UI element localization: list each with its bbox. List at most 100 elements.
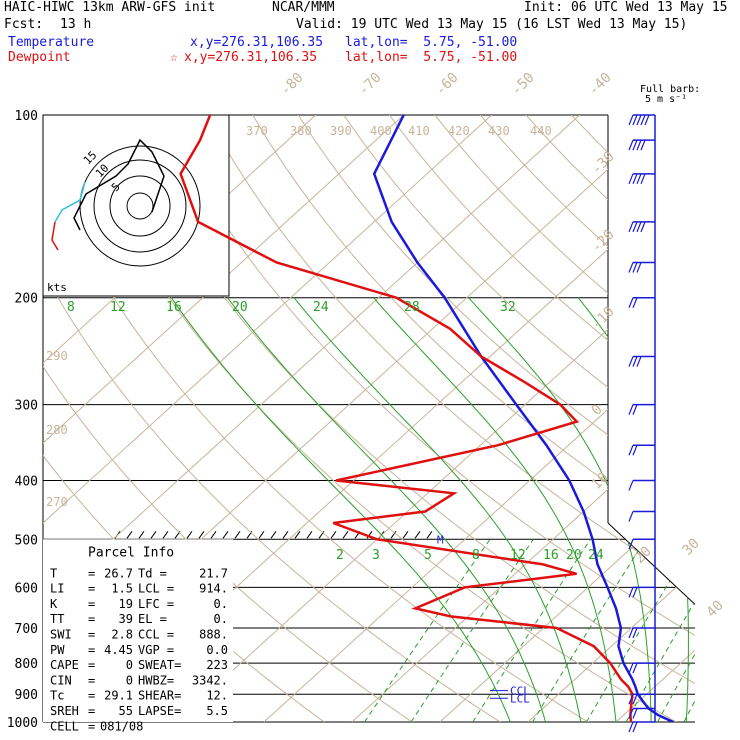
moist-adiabat-line [293, 297, 582, 722]
isotherm-label: 40 [704, 598, 727, 621]
parcel-key-2: LAPSE= [138, 704, 181, 718]
mixing-ratio-label: 2 [336, 548, 344, 563]
dry-adiabat-line [343, 115, 695, 722]
wind-barb-flag [632, 262, 638, 273]
init-time: Init: 06 UTC Wed 13 May 15 [524, 0, 728, 15]
parcel-key: CIN [50, 673, 72, 687]
wind-barb-flag [640, 139, 646, 151]
wind-barb [628, 261, 655, 273]
freezing-hatch [186, 530, 193, 539]
freezing-hatch [390, 530, 397, 539]
freezing-hatch [258, 530, 265, 539]
mixing-ratio-label: 16 [543, 548, 559, 563]
parcel-value: 55 [119, 704, 133, 718]
valid-time: Valid: 19 UTC Wed 13 May 15 (16 LST Wed … [296, 17, 688, 32]
parcel-key: Tc [50, 689, 64, 703]
dry-adiabat-line [525, 115, 695, 722]
moist-adiabat-line [689, 297, 695, 722]
wind-barb-flag [632, 139, 638, 151]
mixing-ratio-label: 20 [566, 548, 582, 563]
dry-adiabat-line [434, 115, 695, 722]
freezing-hatch [294, 530, 301, 539]
wind-barb-flag [632, 627, 638, 639]
parcel-key: PW [50, 643, 65, 657]
parcel-value-2: 21.7 [199, 566, 228, 580]
freezing-hatch [402, 530, 409, 539]
mixing-ratio-line [532, 539, 647, 722]
hodograph-ring [109, 175, 171, 237]
wind-barb-flag [640, 114, 646, 126]
parcel-key: SWI [50, 627, 72, 641]
parcel-value: 1.5 [111, 582, 133, 596]
wind-barb-flag [628, 627, 634, 639]
dry-adiabat-line [43, 115, 589, 722]
freezing-hatch [330, 530, 337, 539]
isotherm-line [175, 115, 695, 722]
wind-barb [628, 403, 655, 415]
dry-adiabat-line [70, 115, 677, 722]
wind-barb-flag [636, 173, 642, 185]
freezing-hatch [306, 530, 313, 539]
pressure-label-1000: 1000 [7, 716, 38, 731]
isotherm-line [263, 115, 695, 722]
moist-adiabat-line [227, 297, 547, 722]
parcel-value: 081/08 [100, 719, 143, 733]
hodograph-surface-trace [51, 221, 59, 251]
moist-adiabat-line [373, 297, 617, 722]
moist-adiabat-line [577, 297, 689, 722]
parcel-value: 19 [119, 597, 133, 611]
parcel-value-2: 5.5 [206, 704, 228, 718]
pressure-label-900: 900 [15, 688, 38, 703]
mixing-ratio-line [410, 539, 534, 722]
org-label: NCAR/MMM [272, 0, 335, 15]
theta-label: 390 [330, 124, 352, 138]
freezing-hatch [234, 530, 241, 539]
parcel-value-2: 0.0 [206, 643, 228, 657]
freezing-hatch [198, 530, 205, 539]
wind-barb [628, 355, 655, 367]
wind-barb-flag [632, 587, 638, 598]
parcel-key-2: Td = [138, 566, 167, 580]
parcel-eq: = [88, 719, 95, 733]
wind-barb-flag [636, 114, 642, 126]
wind-barb-flag [632, 114, 638, 126]
parcel-key: CELL [50, 719, 79, 733]
wind-barb-flag [632, 721, 638, 733]
dry-adiabat-line [708, 115, 740, 722]
isotherm-label: 30 [680, 536, 703, 559]
wind-barb-flag [628, 356, 634, 367]
theta-label: 440 [530, 124, 552, 138]
mixing-ratio-label: 12 [510, 548, 526, 563]
wind-barb [628, 538, 655, 550]
dry-adiabat-line [252, 115, 695, 722]
wind-barb-flag [628, 297, 634, 308]
parcel-eq: = [88, 582, 95, 596]
freezing-hatch [318, 530, 325, 539]
pressure-label-700: 700 [15, 622, 38, 637]
wind-barb [628, 510, 655, 522]
parcel-info-title: Parcel Info [88, 545, 174, 560]
wind-barb-flag [636, 221, 642, 233]
dewpoint-star-icon: ☆ [170, 50, 178, 65]
parcel-key: CAPE [50, 658, 79, 672]
parcel-eq: = [88, 643, 95, 657]
parcel-eq: = [88, 627, 95, 641]
pressure-label-600: 600 [15, 581, 38, 596]
isotherm-label: -20 [589, 227, 618, 256]
isotherm-label: -70 [356, 70, 385, 99]
wind-barb-flag [628, 662, 634, 674]
moist-adiabat-label: 8 [67, 300, 75, 315]
parcel-eq: = [88, 612, 95, 626]
dry-adiabat-line [297, 115, 695, 722]
dry-adiabat-line [480, 115, 695, 722]
theta-label: 430 [488, 124, 510, 138]
wind-barb-flag [628, 221, 634, 233]
wind-barb-flag [632, 445, 638, 456]
parcel-value-2: 914. [199, 582, 228, 596]
wind-barb-flag [628, 139, 634, 151]
parcel-key-2: VGP = [138, 643, 174, 657]
mixing-ratio-line [364, 539, 491, 722]
legend-dewpoint: Dewpoint [8, 50, 71, 65]
theta-label: 270 [46, 495, 68, 509]
mixing-ratio-line [472, 539, 591, 722]
